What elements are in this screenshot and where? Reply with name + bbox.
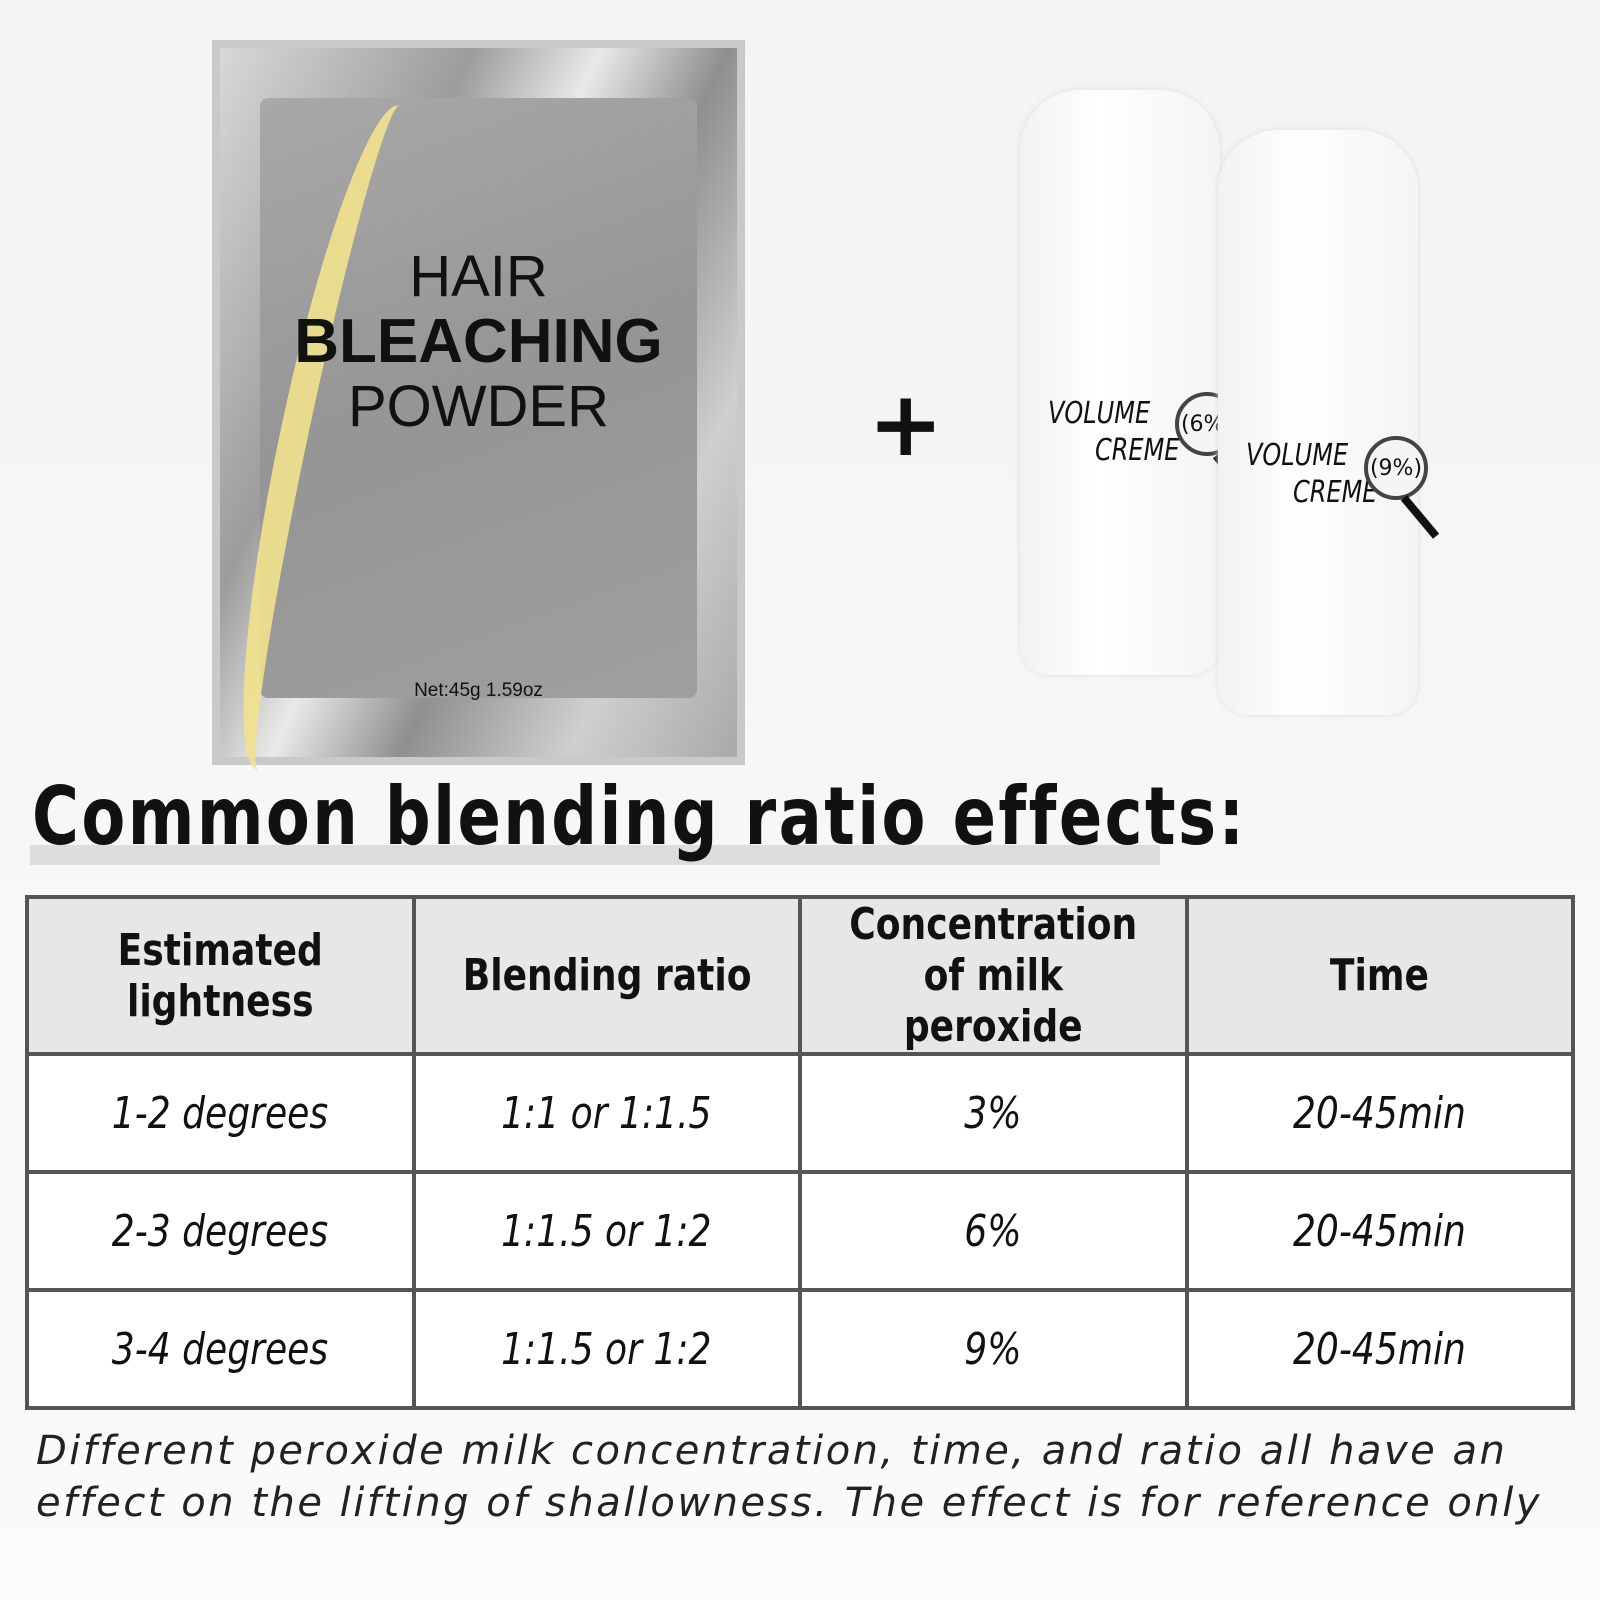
table-cell: 3% [798, 1052, 1189, 1174]
packet-panel [260, 98, 697, 698]
header-cell: Estimated lightness [25, 895, 416, 1056]
table-cell: 20-45min [1184, 1288, 1575, 1410]
cell-text: 9% [964, 1323, 1022, 1375]
cell-text: 1:1 or 1:1.5 [501, 1087, 712, 1139]
cell-text: 1:1.5 or 1:2 [501, 1205, 712, 1257]
table-cell: 1-2 degrees [25, 1052, 416, 1174]
cell-text: 2-3 degrees [112, 1205, 329, 1257]
cell-text: 20-45min [1293, 1087, 1467, 1139]
table-row: 1-2 degrees 1:1 or 1:1.5 3% 20-45min [25, 1052, 1575, 1174]
table-cell: 9% [798, 1288, 1189, 1410]
cell-text: Concentration of milk peroxide [849, 899, 1138, 1052]
cell-text: Estimated lightness [117, 924, 323, 1027]
table-cell: 1:1 or 1:1.5 [411, 1052, 802, 1174]
bottle: VOLUME CREME (6%) [1020, 90, 1252, 675]
table-cell: 1:1.5 or 1:2 [411, 1170, 802, 1292]
packet-line: BLEACHING [294, 307, 663, 376]
cell-text: 3% [964, 1087, 1022, 1139]
plus-sign: + [868, 372, 944, 477]
packet-line: HAIR [409, 244, 548, 309]
table-row: 2-3 degrees 1:1.5 or 1:2 6% 20-45min [25, 1170, 1575, 1292]
table-cell: 2-3 degrees [25, 1170, 416, 1292]
heading-underline [30, 845, 1160, 865]
cell-text: 20-45min [1293, 1323, 1467, 1375]
table-cell: 3-4 degrees [25, 1288, 416, 1410]
heading: Common blending ratio effects: [32, 770, 1247, 863]
header-cell: Blending ratio [411, 895, 802, 1056]
packet-net: Net:45g 1.59oz [414, 680, 543, 701]
cell-text: Time [1330, 950, 1430, 1001]
table-cell: 20-45min [1184, 1170, 1575, 1292]
cell-text: 1:1.5 or 1:2 [501, 1323, 712, 1375]
cell-text: 6% [964, 1205, 1022, 1257]
magnifier: (9%) [1364, 436, 1428, 500]
header-cell: Concentration of milk peroxide [798, 895, 1189, 1056]
bottle-label: CREME [1293, 475, 1378, 510]
cell-text: 3-4 degrees [112, 1323, 329, 1375]
bottle-label: VOLUME [1246, 438, 1349, 473]
powder-packet: HAIR BLEACHING POWDER Net:45g 1.59oz [210, 40, 745, 781]
bottle-label: VOLUME [1048, 396, 1151, 431]
note: Different peroxide milk concentration, t… [36, 1428, 1543, 1526]
header-cell: Time [1184, 895, 1575, 1056]
cell-text: Blending ratio [462, 950, 752, 1001]
table-cell: 1:1.5 or 1:2 [411, 1288, 802, 1410]
table-cell: 6% [798, 1170, 1189, 1292]
cell-text: 20-45min [1293, 1205, 1467, 1257]
bottle: VOLUME CREME (9%) [1218, 130, 1440, 715]
table-row: 3-4 degrees 1:1.5 or 1:2 9% 20-45min [25, 1288, 1575, 1410]
cell-text: 1-2 degrees [112, 1087, 329, 1139]
table-cell: 20-45min [1184, 1052, 1575, 1174]
packet-line: POWDER [348, 374, 609, 439]
magnifier-handle [1400, 495, 1440, 539]
ratio-table: Estimated lightness Blending ratio Concent… [25, 895, 1575, 1410]
bottle-label: CREME [1095, 433, 1180, 468]
table-row: Estimated lightness Blending ratio Concent… [25, 895, 1575, 1056]
